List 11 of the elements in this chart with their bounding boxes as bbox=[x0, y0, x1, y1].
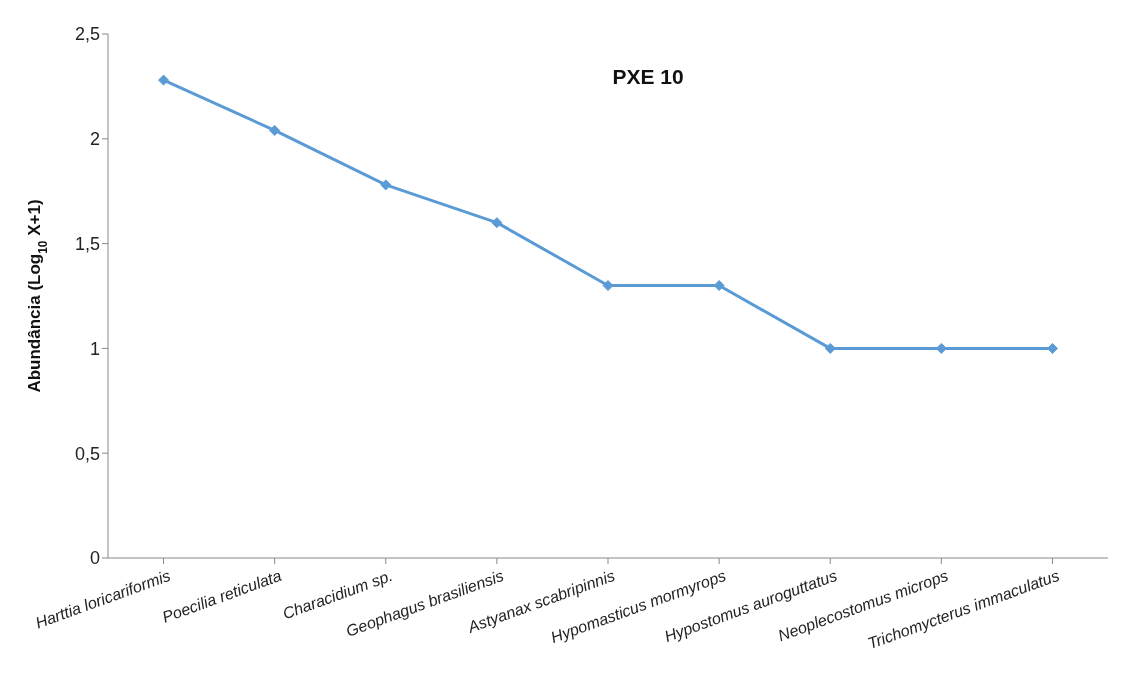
y-tick-label: 1,5 bbox=[74, 233, 100, 254]
text: PXE 10 bbox=[612, 65, 684, 88]
point bbox=[380, 179, 392, 191]
y-tick-label: 2 bbox=[89, 129, 100, 150]
y-tick-label: 0,5 bbox=[74, 443, 100, 464]
y-tick-label: 2,5 bbox=[74, 24, 100, 45]
y-tick-label: 0 bbox=[89, 548, 100, 569]
point bbox=[269, 124, 281, 136]
point bbox=[491, 217, 503, 229]
y-tick-label: 1 bbox=[89, 338, 100, 359]
point bbox=[158, 74, 170, 86]
